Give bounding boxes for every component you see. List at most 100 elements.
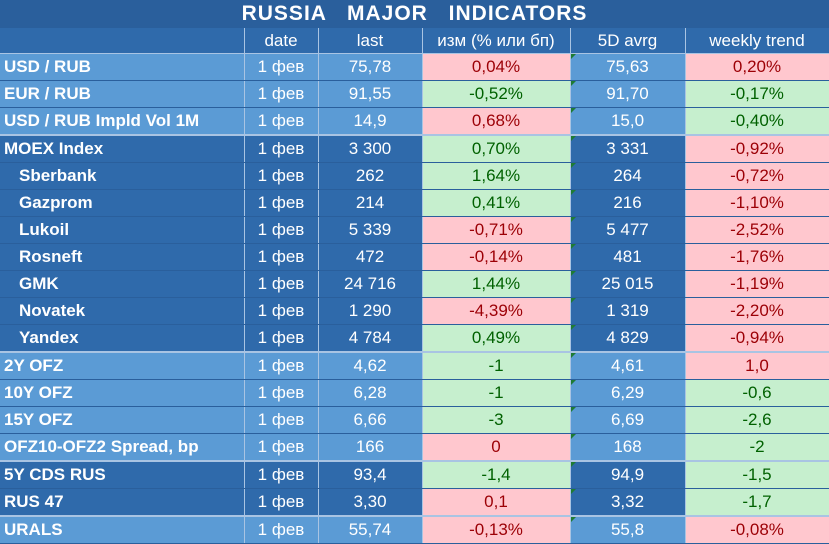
date-cell: 1 фев xyxy=(244,107,319,136)
table-row: 2Y OFZ 1 фев 4,62 -1 4,61 1,0 xyxy=(0,351,829,380)
table-row: 5Y CDS RUS 1 фев 93,4 -1,4 94,9 -1,5 xyxy=(0,460,829,489)
weekly-trend-cell: -1,10% xyxy=(685,189,829,217)
table-row: Yandex 1 фев 4 784 0,49% 4 829 -0,94% xyxy=(0,324,829,353)
indicator-name: Gazprom xyxy=(0,189,245,217)
last-value-cell: 3,30 xyxy=(318,488,423,517)
table-row: Lukoil 1 фев 5 339 -0,71% 5 477 -2,52% xyxy=(0,216,829,244)
weekly-trend-cell: -2,6 xyxy=(685,406,829,434)
last-value-cell: 93,4 xyxy=(318,460,423,489)
five-day-avg-value: 264 xyxy=(613,166,642,185)
five-day-avg-cell: 91,70 xyxy=(570,80,686,108)
weekly-trend-cell: -0,94% xyxy=(685,324,829,353)
date-cell: 1 фев xyxy=(244,351,319,380)
error-indicator-icon xyxy=(570,108,576,113)
error-indicator-icon xyxy=(570,163,576,168)
weekly-trend-cell: 1,0 xyxy=(685,351,829,380)
date-cell: 1 фев xyxy=(244,53,319,81)
five-day-avg-value: 4 829 xyxy=(606,328,649,347)
table-row: USD / RUB 1 фев 75,78 0,04% 75,63 0,20% xyxy=(0,53,829,81)
five-day-avg-cell: 216 xyxy=(570,189,686,217)
header-change: изм (% или бп) xyxy=(422,28,571,54)
error-indicator-icon xyxy=(570,489,576,494)
weekly-trend-cell: -2,20% xyxy=(685,297,829,325)
table-row: Novatek 1 фев 1 290 -4,39% 1 319 -2,20% xyxy=(0,297,829,325)
last-value-cell: 6,66 xyxy=(318,406,423,434)
error-indicator-icon xyxy=(570,271,576,276)
date-cell: 1 фев xyxy=(244,80,319,108)
indicator-name: USD / RUB xyxy=(0,53,245,81)
last-value-cell: 1 290 xyxy=(318,297,423,325)
change-cell: -3 xyxy=(422,406,571,434)
table-row: 15Y OFZ 1 фев 6,66 -3 6,69 -2,6 xyxy=(0,406,829,434)
date-cell: 1 фев xyxy=(244,270,319,298)
indicator-name: MOEX Index xyxy=(0,134,245,163)
last-value-cell: 6,28 xyxy=(318,379,423,407)
error-indicator-icon xyxy=(570,462,576,467)
header-row: date last изм (% или бп) 5D avrg weekly … xyxy=(0,28,829,54)
five-day-avg-value: 91,70 xyxy=(606,84,649,103)
five-day-avg-value: 168 xyxy=(613,437,642,456)
weekly-trend-cell: 0,20% xyxy=(685,53,829,81)
five-day-avg-value: 3 331 xyxy=(606,139,649,158)
error-indicator-icon xyxy=(570,217,576,222)
error-indicator-icon xyxy=(570,136,576,141)
indicator-name: Sberbank xyxy=(0,162,245,190)
change-cell: 0,04% xyxy=(422,53,571,81)
change-cell: 1,64% xyxy=(422,162,571,190)
change-cell: -0,52% xyxy=(422,80,571,108)
last-value-cell: 91,55 xyxy=(318,80,423,108)
date-cell: 1 фев xyxy=(244,324,319,353)
error-indicator-icon xyxy=(570,517,576,522)
table-row: Gazprom 1 фев 214 0,41% 216 -1,10% xyxy=(0,189,829,217)
weekly-trend-cell: -0,92% xyxy=(685,134,829,163)
date-cell: 1 фев xyxy=(244,162,319,190)
indicators-table: date last изм (% или бп) 5D avrg weekly … xyxy=(0,28,829,544)
weekly-trend-cell: -0,72% xyxy=(685,162,829,190)
date-cell: 1 фев xyxy=(244,216,319,244)
change-cell: 0 xyxy=(422,433,571,462)
five-day-avg-value: 94,9 xyxy=(610,465,645,484)
weekly-trend-cell: -0,40% xyxy=(685,107,829,136)
error-indicator-icon xyxy=(570,244,576,249)
change-cell: -1,4 xyxy=(422,460,571,489)
indicator-name: RUS 47 xyxy=(0,488,245,517)
last-value-cell: 214 xyxy=(318,189,423,217)
five-day-avg-cell: 15,0 xyxy=(570,107,686,136)
error-indicator-icon xyxy=(570,380,576,385)
change-cell: 0,68% xyxy=(422,107,571,136)
change-cell: -0,14% xyxy=(422,243,571,271)
error-indicator-icon xyxy=(570,54,576,59)
error-indicator-icon xyxy=(570,353,576,358)
five-day-avg-value: 4,61 xyxy=(610,356,645,375)
indicator-name: 2Y OFZ xyxy=(0,351,245,380)
indicator-name: Yandex xyxy=(0,324,245,353)
change-cell: 0,1 xyxy=(422,488,571,517)
five-day-avg-cell: 5 477 xyxy=(570,216,686,244)
five-day-avg-cell: 481 xyxy=(570,243,686,271)
five-day-avg-cell: 6,29 xyxy=(570,379,686,407)
weekly-trend-cell: -0,08% xyxy=(685,515,829,544)
date-cell: 1 фев xyxy=(244,406,319,434)
five-day-avg-cell: 55,8 xyxy=(570,515,686,544)
last-value-cell: 166 xyxy=(318,433,423,462)
indicator-name: USD / RUB Impld Vol 1M xyxy=(0,107,245,136)
five-day-avg-cell: 4 829 xyxy=(570,324,686,353)
table-row: USD / RUB Impld Vol 1M 1 фев 14,9 0,68% 15,0… xyxy=(0,107,829,136)
five-day-avg-value: 3,32 xyxy=(610,492,645,511)
table-row: EUR / RUB 1 фев 91,55 -0,52% 91,70 -0,17% xyxy=(0,80,829,108)
weekly-trend-cell: -1,7 xyxy=(685,488,829,517)
header-name xyxy=(0,28,245,54)
five-day-avg-cell: 75,63 xyxy=(570,53,686,81)
five-day-avg-value: 5 477 xyxy=(606,220,649,239)
last-value-cell: 24 716 xyxy=(318,270,423,298)
change-cell: -1 xyxy=(422,351,571,380)
error-indicator-icon xyxy=(570,434,576,439)
weekly-trend-cell: -1,76% xyxy=(685,243,829,271)
last-value-cell: 472 xyxy=(318,243,423,271)
indicator-name: Rosneft xyxy=(0,243,245,271)
table-row: URALS 1 фев 55,74 -0,13% 55,8 -0,08% xyxy=(0,515,829,544)
indicator-name: GMK xyxy=(0,270,245,298)
date-cell: 1 фев xyxy=(244,189,319,217)
five-day-avg-cell: 3,32 xyxy=(570,488,686,517)
header-last: last xyxy=(318,28,423,54)
